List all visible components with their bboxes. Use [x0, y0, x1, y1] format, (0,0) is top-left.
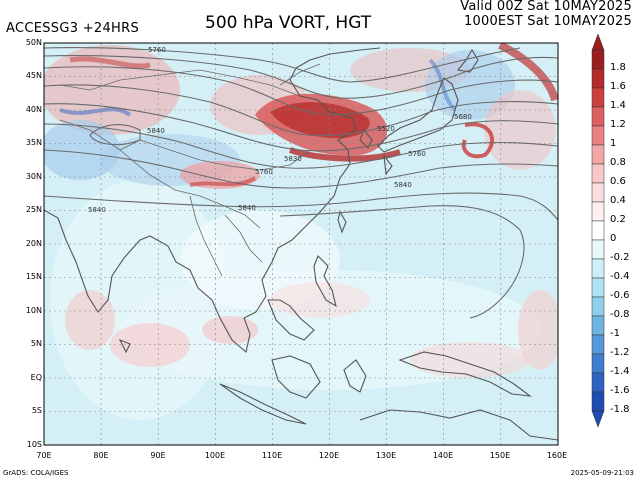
colorbar-tick-label: 0.8: [610, 156, 626, 168]
colorbar-swatch: [591, 239, 605, 260]
colorbar-swatch: [591, 258, 605, 279]
colorbar-swatch: [591, 220, 605, 241]
colorbar-bottom-arrow: [591, 410, 605, 428]
valid-time: Valid 00Z Sat 10MAY2025: [460, 0, 632, 14]
contour-label-5760-north: 5760: [148, 46, 166, 54]
colorbar-tick-label: 1.2: [610, 118, 626, 130]
colorbar-swatch: [591, 125, 605, 146]
colorbar-tick-label: 1.4: [610, 99, 626, 111]
colorbar-swatch: [591, 391, 605, 412]
lat-label-eq: EQ: [30, 373, 42, 382]
colorbar-tick-label: -1.4: [610, 365, 630, 377]
colorbar-tick-label: 1.6: [610, 80, 626, 92]
colorbar-swatch: [591, 87, 605, 108]
lat-label-15n: 15N: [25, 272, 42, 281]
lon-label-140e: 140E: [432, 451, 454, 460]
contour-label-5840-south-china: 5840: [238, 204, 256, 212]
colorbar-tick-label: -0.2: [610, 251, 630, 263]
colorbar-swatch: [591, 372, 605, 393]
lon-label-90e: 90E: [150, 451, 166, 460]
lon-label-100e: 100E: [204, 451, 226, 460]
colorbar-tick-label: 1.8: [610, 61, 626, 73]
colorbar-swatch: [591, 182, 605, 203]
colorbar-tick-label: 1: [610, 137, 617, 149]
colorbar-tick-label: -1.2: [610, 346, 630, 358]
lat-label-45n: 45N: [25, 71, 42, 80]
credit-label: GrADS: COLA/IGES: [3, 469, 69, 477]
lat-label-35n: 35N: [25, 138, 42, 147]
colorbar-swatch: [591, 277, 605, 298]
lat-label-20n: 20N: [25, 239, 42, 248]
colorbar-swatch: [591, 334, 605, 355]
colorbar-swatch: [591, 68, 605, 89]
lon-label-160e: 160E: [546, 451, 568, 460]
contour-label-5840-tibet: 5840: [147, 127, 165, 135]
lon-label-70e: 70E: [36, 451, 52, 460]
lon-label-120e: 120E: [318, 451, 340, 460]
lat-label-25n: 25N: [25, 205, 42, 214]
lat-label-50n: 50N: [25, 38, 42, 47]
lon-label-150e: 150E: [489, 451, 511, 460]
init-time: 1000EST Sat 10MAY2025: [464, 14, 632, 29]
colorbar-tick-label: 0.6: [610, 175, 626, 187]
colorbar-tick-label: -1: [610, 327, 620, 339]
lat-label-5n: 5N: [30, 339, 42, 348]
contour-label-5840-east: 5840: [394, 181, 412, 189]
colorbar-top-arrow: [591, 33, 605, 51]
colorbar-tick-label: -1.8: [610, 403, 630, 415]
contour-label-5840-west: 5840: [88, 206, 106, 214]
lat-label-10s: 10S: [26, 440, 42, 449]
colorbar-swatch: [591, 315, 605, 336]
colorbar-tick-label: -1.6: [610, 384, 630, 396]
colorbar-tick-label: -0.4: [610, 270, 630, 282]
contour-labels: 5760 5840 5760 5830 5520 5760 5680 5840 …: [88, 46, 472, 214]
model-forecast-label: ACCESSG3 +24HRS: [6, 21, 140, 36]
lat-label-10n: 10N: [25, 306, 42, 315]
colorbar-tick-label: -0.6: [610, 289, 630, 301]
contour-label-5680: 5680: [454, 113, 472, 121]
coastlines: [44, 47, 558, 441]
chart-title: 500 hPa VORT, HGT: [205, 13, 372, 33]
colorbar-swatch: [591, 163, 605, 184]
map-frame: [43, 42, 559, 446]
lon-label-110e: 110E: [261, 451, 283, 460]
colorbar-swatch: [591, 296, 605, 317]
lon-label-80e: 80E: [93, 451, 109, 460]
colorbar-tick-label: -0.8: [610, 308, 630, 320]
lat-label-30n: 30N: [25, 172, 42, 181]
colorbar: [591, 33, 605, 428]
colorbar-swatch: [591, 49, 605, 70]
colorbar-swatch: [591, 353, 605, 374]
height-contours: [44, 47, 558, 319]
country-borders: [59, 63, 321, 277]
colorbar-tick-label: 0: [610, 232, 617, 244]
lat-label-40n: 40N: [25, 105, 42, 114]
contour-label-5830: 5830: [284, 155, 302, 163]
colorbar-swatch: [591, 201, 605, 222]
vorticity-shading: [44, 43, 558, 420]
colorbar-swatch: [591, 144, 605, 165]
contour-label-5760-china: 5760: [255, 168, 273, 176]
colorbar-tick-label: 0.4: [610, 194, 626, 206]
lat-label-5s: 5S: [31, 406, 42, 415]
timestamp-label: 2025-05-09-21:03: [570, 469, 634, 477]
colorbar-tick-label: 0.2: [610, 213, 626, 225]
lon-label-130e: 130E: [375, 451, 397, 460]
colorbar-swatch: [591, 106, 605, 127]
contour-label-5760-japan: 5760: [408, 150, 426, 158]
contour-label-5520: 5520: [377, 125, 395, 133]
